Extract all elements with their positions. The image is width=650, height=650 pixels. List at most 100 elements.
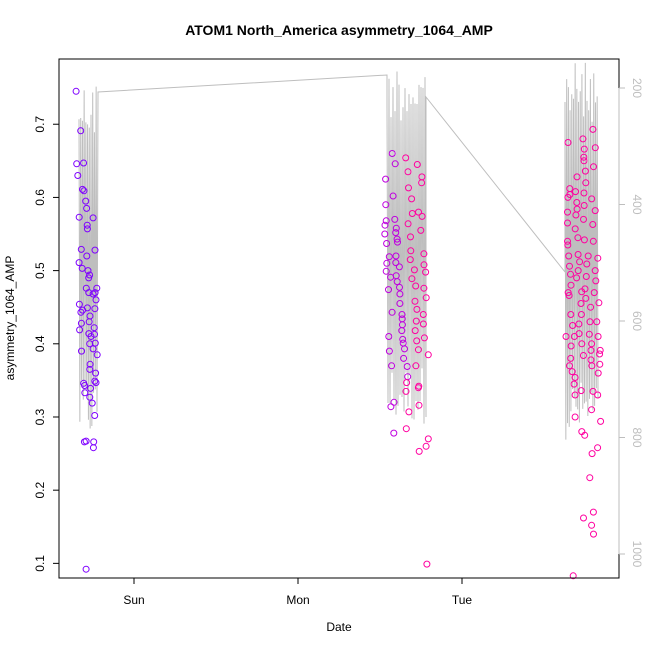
data-point <box>590 289 598 297</box>
data-point <box>418 173 426 181</box>
data-point <box>575 330 583 338</box>
data-point <box>571 374 579 381</box>
data-point <box>588 450 596 458</box>
data-point <box>393 278 401 286</box>
data-point <box>580 514 587 522</box>
data-point <box>395 263 403 271</box>
data-point <box>84 267 92 275</box>
data-point <box>567 270 574 278</box>
data-point <box>586 318 594 326</box>
data-point <box>75 259 83 267</box>
data-point <box>422 294 430 302</box>
data-point <box>80 438 88 446</box>
data-point <box>78 264 86 272</box>
data-point <box>566 262 573 270</box>
data-point <box>567 354 575 362</box>
data-point <box>388 150 396 157</box>
data-point <box>574 267 582 275</box>
data-point <box>580 153 588 161</box>
data-point <box>82 565 90 573</box>
data-point <box>388 308 396 316</box>
data-point <box>564 139 572 146</box>
data-point <box>420 284 428 292</box>
data-point <box>594 444 602 452</box>
data-point <box>419 320 427 328</box>
data-point <box>580 189 588 197</box>
data-point <box>594 391 602 399</box>
data-point <box>390 429 398 437</box>
data-points <box>72 87 605 580</box>
data-point <box>407 247 415 255</box>
data-point <box>567 311 575 318</box>
data-point <box>391 215 399 223</box>
data-point <box>401 345 408 353</box>
data-point <box>562 333 570 340</box>
data-point <box>91 339 99 347</box>
data-point <box>385 333 393 340</box>
data-point <box>418 179 426 187</box>
data-point <box>89 290 97 298</box>
data-point <box>93 284 101 292</box>
data-point <box>89 444 97 452</box>
data-point <box>420 261 428 269</box>
data-point <box>385 286 392 294</box>
data-point <box>85 274 93 282</box>
data-point <box>411 297 419 305</box>
data-point <box>392 252 400 260</box>
data-point <box>396 300 404 307</box>
data-point <box>404 220 412 228</box>
data-point <box>569 322 577 329</box>
data-point <box>566 362 573 370</box>
data-point <box>407 233 414 241</box>
data-point <box>417 226 425 234</box>
data-point <box>573 274 581 282</box>
data-point <box>92 296 100 304</box>
data-point <box>573 199 581 206</box>
data-point <box>81 382 89 389</box>
data-point <box>405 184 412 192</box>
data-point <box>576 258 584 266</box>
data-point <box>595 299 603 307</box>
data-point <box>73 160 81 168</box>
y-tick-label: 0.7 <box>33 116 47 133</box>
data-point <box>568 368 576 376</box>
data-point <box>586 474 594 482</box>
data-point <box>72 87 80 95</box>
data-point <box>392 224 400 232</box>
data-point <box>423 560 431 568</box>
y2-tick-label: 800 <box>630 427 644 447</box>
data-point <box>392 229 400 237</box>
data-point <box>411 327 419 335</box>
data-point <box>91 289 99 297</box>
y2-tick-label: 200 <box>630 78 644 98</box>
data-point <box>396 290 404 298</box>
data-point <box>597 417 605 425</box>
data-point <box>419 311 427 318</box>
data-point <box>588 521 596 529</box>
data-point <box>590 530 597 538</box>
data-point <box>580 215 587 223</box>
data-point <box>578 340 586 348</box>
data-point <box>596 350 604 358</box>
data-point <box>381 221 389 229</box>
data-point <box>413 337 421 345</box>
chart-title: ATOM1 North_America asymmetry_1064_AMP <box>185 22 493 38</box>
data-point <box>92 379 100 387</box>
data-point <box>577 311 585 318</box>
data-point <box>564 219 571 227</box>
data-point <box>413 305 421 313</box>
data-point <box>408 275 416 283</box>
data-point <box>388 362 396 370</box>
data-point <box>594 333 602 340</box>
data-point <box>564 289 572 297</box>
data-point <box>403 363 411 370</box>
x-tick-label: Tue <box>452 593 473 607</box>
data-point <box>422 268 430 276</box>
y2-tick-label: 1000 <box>630 541 644 568</box>
data-point <box>91 330 98 338</box>
data-point <box>582 294 590 302</box>
data-point <box>402 387 410 395</box>
data-point <box>589 387 597 395</box>
data-point <box>418 212 426 220</box>
